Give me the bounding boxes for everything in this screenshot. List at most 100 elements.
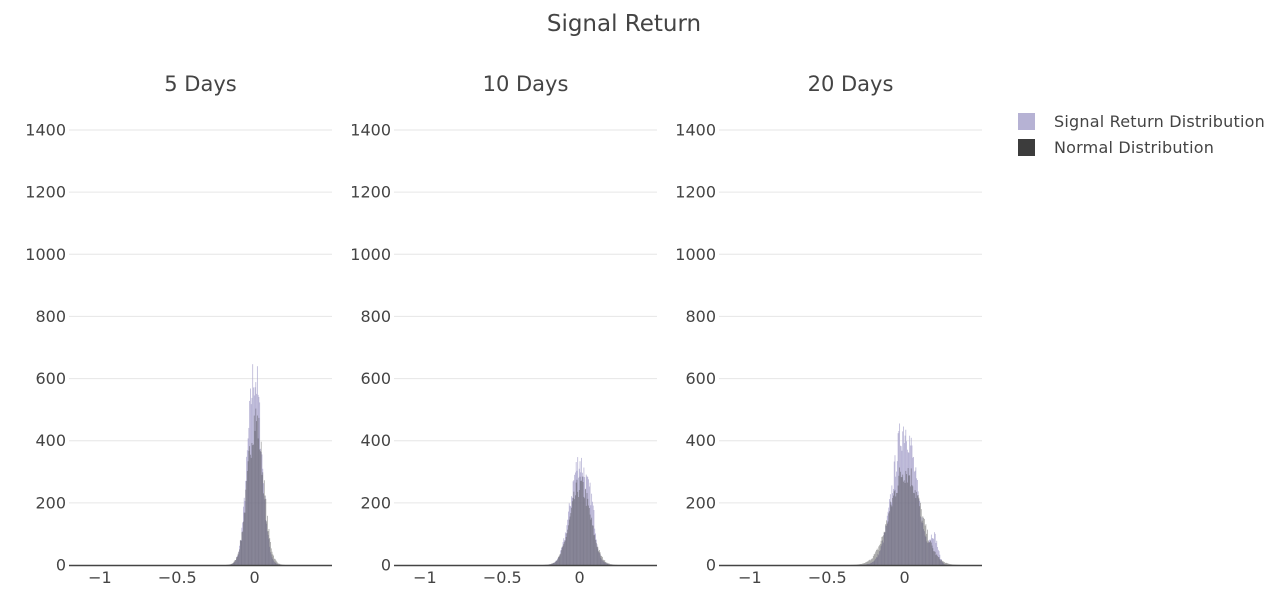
- hist-bar: [255, 408, 257, 565]
- hist-bar: [576, 470, 578, 565]
- hist-bar: [561, 546, 563, 565]
- hist-bar: [871, 558, 873, 565]
- hist-bar: [944, 562, 945, 565]
- hist-bar: [265, 498, 267, 565]
- hist-bar: [922, 516, 924, 565]
- hist-bar: [903, 426, 904, 565]
- hist-bar: [905, 470, 907, 565]
- hist-bar: [594, 534, 596, 565]
- hist-bar: [601, 559, 603, 565]
- hist-bar: [937, 555, 938, 565]
- hist-bar: [934, 551, 935, 565]
- hist-bar: [889, 511, 890, 565]
- hist-bar: [903, 443, 905, 565]
- hist-bar: [870, 559, 872, 565]
- hist-bar: [256, 421, 257, 565]
- hist-bar: [895, 476, 897, 565]
- hist-bar: [941, 561, 943, 565]
- legend-item-normal[interactable]: Normal Distribution: [1018, 134, 1265, 160]
- hist-bar: [589, 482, 591, 565]
- hist-bar: [864, 563, 866, 565]
- y-tick-label: 600: [685, 369, 716, 388]
- hist-bar: [906, 441, 907, 565]
- hist-bar: [253, 415, 255, 565]
- hist-bar: [914, 490, 916, 565]
- hist-bar: [934, 533, 936, 565]
- hist-bar: [892, 498, 894, 565]
- hist-bar: [566, 525, 568, 565]
- hist-bar: [939, 554, 941, 565]
- hist-bar: [254, 430, 256, 565]
- legend-item-signal-return[interactable]: Signal Return Distribution: [1018, 108, 1265, 134]
- hist-bar: [918, 499, 920, 565]
- hist-bar: [258, 417, 260, 565]
- hist-bar: [246, 450, 248, 565]
- hist-bar: [585, 505, 587, 565]
- hist-bar: [240, 540, 242, 565]
- x-tick-label: 0: [900, 568, 910, 587]
- hist-bar: [920, 502, 921, 565]
- hist-bar: [229, 564, 230, 565]
- hist-bar: [949, 564, 951, 565]
- hist-bar: [248, 427, 250, 565]
- hist-bar: [935, 542, 937, 565]
- hist-bar: [882, 535, 884, 565]
- hist-bar: [907, 468, 909, 565]
- hist-bar: [277, 564, 278, 565]
- hist-bar: [266, 523, 268, 565]
- hist-bar: [551, 563, 553, 565]
- hist-bar: [276, 563, 278, 565]
- hist-bar: [556, 560, 558, 565]
- hist-bar: [236, 557, 237, 565]
- hist-bar: [561, 547, 562, 565]
- hist-bar: [929, 539, 931, 565]
- hist-bar: [246, 456, 247, 565]
- hist-bar: [603, 560, 605, 565]
- hist-bar: [256, 415, 258, 565]
- hist-bar: [906, 474, 907, 565]
- hist-bar: [578, 468, 580, 565]
- hist-bar: [243, 497, 245, 565]
- hist-bar: [941, 560, 943, 565]
- hist-bar: [918, 497, 920, 565]
- hist-bar: [561, 550, 562, 565]
- hist-bar: [913, 456, 914, 565]
- hist-bar: [250, 454, 251, 565]
- y-tick-label: 1200: [350, 183, 391, 202]
- hist-bar: [551, 564, 552, 565]
- hist-bar: [876, 550, 877, 565]
- hist-bar: [235, 560, 237, 565]
- x-tick-label: −1: [88, 568, 112, 587]
- y-tick-label: 600: [35, 369, 66, 388]
- hist-bar: [574, 499, 576, 565]
- hist-bar: [609, 564, 610, 565]
- hist-bar: [576, 479, 578, 565]
- hist-bar: [927, 529, 928, 565]
- hist-bar: [263, 483, 264, 565]
- hist-bar: [264, 495, 266, 565]
- hist-bar: [874, 553, 876, 565]
- hist-bar: [947, 563, 949, 565]
- hist-bar: [906, 482, 908, 565]
- hist-bar: [865, 562, 866, 565]
- hist-bar: [871, 562, 873, 565]
- hist-bar: [598, 552, 600, 565]
- hist-bar: [880, 546, 882, 565]
- hist-bar: [600, 555, 602, 565]
- y-tick-label: 800: [685, 307, 716, 326]
- hist-bar: [910, 468, 912, 565]
- hist-bar: [270, 542, 271, 565]
- hist-bar: [562, 542, 564, 565]
- hist-bar: [595, 542, 597, 565]
- hist-bar: [886, 523, 888, 565]
- hist-bar: [237, 553, 239, 565]
- hist-bar: [887, 521, 889, 565]
- subplot-2: 10 Days 0 200 400 600 800 1000 1200 1400 −1 −0.5 0: [350, 72, 657, 587]
- hist-bar: [552, 563, 554, 565]
- hist-bar: [587, 476, 589, 565]
- hist-bar: [941, 559, 942, 565]
- hist-bar: [902, 431, 904, 565]
- hist-bar: [914, 470, 916, 565]
- hist-bar: [589, 514, 591, 565]
- hist-bar: [896, 492, 897, 565]
